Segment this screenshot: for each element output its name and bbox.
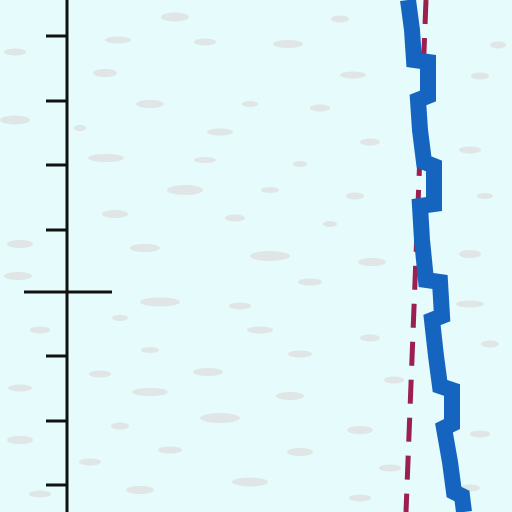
snow-patch: [0, 115, 30, 125]
snow-patch: [459, 146, 481, 154]
snow-patch: [7, 240, 33, 248]
ski-trail: [400, 0, 472, 512]
snow-patch: [298, 278, 322, 286]
snow-patch: [232, 477, 268, 487]
snow-patch: [136, 100, 164, 108]
snow-patch: [287, 448, 313, 456]
snow-patch: [30, 326, 50, 334]
snow-patch: [288, 350, 312, 358]
snow-patch: [141, 347, 159, 353]
snow-patch: [207, 128, 233, 136]
snow-patch: [459, 250, 481, 258]
snow-patch: [112, 315, 128, 321]
snow-patch: [384, 376, 404, 384]
snow-patch: [310, 104, 330, 112]
snow-patch: [4, 272, 32, 280]
snow-patch: [88, 154, 124, 162]
snow-patch: [29, 490, 51, 498]
snow-patch: [194, 157, 216, 163]
snow-patch: [79, 458, 101, 466]
snow-patch: [247, 326, 273, 334]
snow-patch: [74, 125, 86, 131]
snow-texture: [0, 12, 506, 502]
snow-patch: [360, 334, 380, 342]
snow-patch: [276, 392, 304, 400]
snow-patch: [225, 214, 245, 222]
snow-patch: [126, 486, 154, 494]
snow-patch: [140, 297, 180, 307]
snow-patch: [4, 48, 26, 56]
snow-patch: [111, 422, 129, 430]
snow-patch: [7, 436, 33, 444]
snow-patch: [349, 494, 371, 502]
snow-patch: [194, 38, 216, 46]
snow-patch: [161, 12, 189, 22]
snow-patch: [379, 464, 401, 472]
snow-patch: [481, 340, 499, 348]
snow-patch: [358, 258, 386, 266]
snow-patch: [470, 430, 490, 438]
snow-patch: [158, 446, 182, 454]
distance-ruler: [24, 0, 112, 512]
snow-patch: [102, 210, 128, 218]
snow-patch: [229, 302, 251, 310]
snow-patch: [456, 300, 484, 308]
snow-patch: [130, 244, 160, 252]
snow-patch: [93, 69, 117, 77]
snow-patch: [8, 384, 32, 392]
snow-patch: [261, 187, 279, 193]
snow-patch: [360, 138, 380, 146]
snow-patch: [132, 388, 168, 396]
snow-patch: [347, 426, 373, 434]
snow-patch: [323, 221, 337, 227]
snow-patch: [293, 161, 307, 167]
snow-patch: [471, 72, 489, 80]
snow-patch: [89, 370, 111, 378]
ski-trail-path: [400, 0, 472, 512]
snow-patch: [193, 368, 223, 376]
snow-patch: [242, 101, 258, 107]
snow-patch: [477, 193, 493, 199]
snow-patch: [273, 40, 303, 48]
snow-patch: [340, 71, 366, 79]
snow-patch: [200, 413, 240, 423]
snow-patch: [250, 251, 290, 261]
snow-patch: [346, 192, 364, 200]
snow-patch: [490, 41, 506, 49]
snow-patch: [105, 36, 131, 44]
snow-patch: [167, 185, 203, 195]
snow-patch: [331, 15, 349, 23]
